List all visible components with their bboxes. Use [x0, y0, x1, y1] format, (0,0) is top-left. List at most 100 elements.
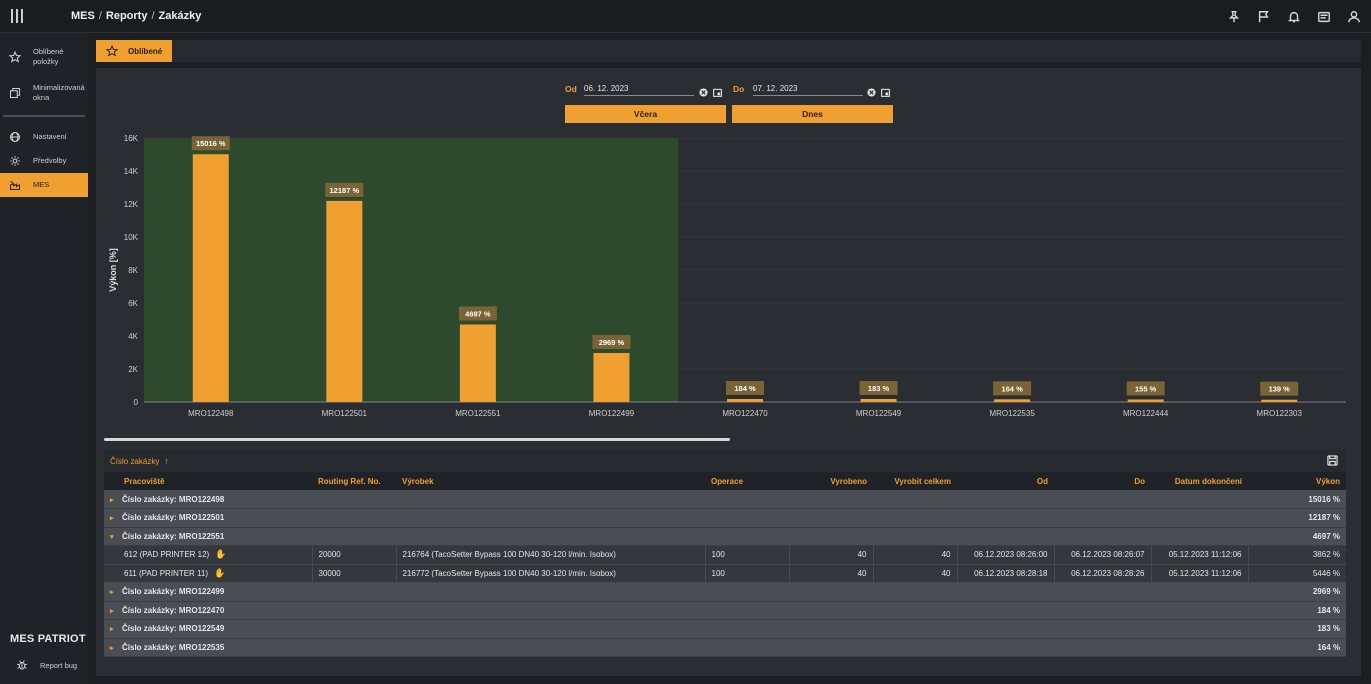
data-label-bg — [458, 306, 497, 321]
col-header-routing[interactable]: Routing Ref. No. — [312, 472, 396, 490]
pin-icon[interactable] — [1227, 10, 1241, 24]
gear-icon — [9, 155, 21, 167]
sidebar-item-label: Nastavení — [33, 132, 67, 141]
col-header-produced[interactable]: Vyrobeno — [789, 472, 873, 490]
table-row[interactable]: ▸ Číslo zakázky: MRO122535 164 % — [104, 638, 1346, 657]
expand-icon[interactable]: ▸ — [110, 607, 114, 615]
sidebar-item-favorites[interactable]: Oblíbené položky — [0, 39, 88, 75]
group-by-chip[interactable]: Číslo zakázky — [110, 456, 160, 466]
col-header-done[interactable]: Datum dokončení — [1151, 472, 1248, 490]
group-label: Číslo zakázky: MRO122498 — [122, 494, 225, 504]
table-row[interactable]: ▸ Číslo zakázky: MRO122498 15016 % — [104, 490, 1346, 509]
cell-from: 06.12.2023 08:28:18 — [957, 564, 1055, 583]
clear-icon[interactable] — [867, 84, 876, 97]
col-header-workplace[interactable]: Pracoviště — [104, 472, 312, 490]
hand-icon[interactable]: ✋ — [215, 549, 227, 560]
user-icon[interactable] — [1347, 10, 1361, 24]
sidebar-item-minimized[interactable]: Minimalizovaná okna — [0, 75, 88, 111]
group-label: Číslo zakázky: MRO122501 — [122, 513, 225, 523]
today-button[interactable]: Dnes — [732, 105, 893, 123]
tab-favorites[interactable]: Oblíbené — [96, 40, 172, 62]
y-tick-label: 16K — [124, 134, 139, 143]
sidebar-item-presets[interactable]: Předvolby — [0, 149, 88, 173]
menu-toggle-icon[interactable] — [0, 0, 34, 33]
top-icons — [1227, 0, 1361, 33]
bar[interactable] — [727, 398, 763, 402]
bar[interactable] — [593, 353, 630, 402]
expand-icon[interactable]: ▸ — [110, 589, 114, 597]
bell-icon[interactable] — [1287, 10, 1301, 24]
col-header-total[interactable]: Vyrobit celkem — [873, 472, 957, 490]
clear-icon[interactable] — [699, 84, 708, 97]
expand-icon[interactable]: ▸ — [110, 515, 114, 523]
table-row[interactable]: ▸ Číslo zakázky: MRO122470 184 % — [104, 601, 1346, 620]
sidebar-item-label: Minimalizovaná — [33, 83, 85, 92]
calendar-icon[interactable] — [881, 84, 890, 97]
cell-performance: 3862 % — [1248, 545, 1346, 565]
y-tick-label: 12K — [124, 200, 139, 209]
hand-icon[interactable]: ✋ — [214, 567, 226, 578]
sidebar-item-label: MES — [33, 180, 50, 189]
breadcrumb-zakazky: Zakázky — [158, 10, 202, 22]
bar[interactable] — [326, 200, 363, 402]
data-label: 183 % — [868, 384, 890, 393]
cell-workplace: 612 (PAD PRINTER 12) — [124, 550, 210, 560]
bar[interactable] — [994, 399, 1031, 402]
report-bug-link[interactable]: Report bug — [16, 659, 77, 671]
sidebar-item-mes[interactable]: MES — [0, 173, 88, 197]
table-row[interactable]: ▸ Číslo zakázky: MRO122549 183 % — [104, 619, 1346, 639]
table-row[interactable]: ▸ Číslo zakázky: MRO122501 12187 % — [104, 508, 1346, 528]
table-row[interactable]: 611 (PAD PRINTER 11) ✋ 30000 216772 (Taco… — [104, 564, 1346, 583]
bar[interactable] — [459, 324, 496, 402]
col-header-to[interactable]: Do — [1054, 472, 1151, 490]
brand-name: MES PATRIOT — [10, 633, 86, 645]
data-label: 184 % — [734, 384, 756, 393]
report-content: Od 06. 12. 2023 Do 07. 12. 2023 Včera Dn… — [96, 68, 1361, 676]
cell-total: 40 — [873, 545, 958, 565]
cell-routing: 20000 — [312, 545, 397, 565]
expand-icon[interactable]: ▸ — [110, 626, 114, 634]
data-label: 4697 % — [465, 309, 491, 318]
chart-scrollbar[interactable] — [104, 438, 730, 441]
breadcrumb-reporty[interactable]: Reporty — [105, 10, 148, 22]
table-row[interactable]: ▸ Číslo zakázky: MRO122499 2969 % — [104, 582, 1346, 602]
sort-up-icon[interactable]: ↑ — [164, 456, 169, 466]
star-icon — [106, 45, 118, 57]
top-bar: MES / Reporty / Zakázky — [0, 0, 1371, 33]
y-tick-label: 8K — [128, 266, 138, 275]
cell-product: 216772 (TacoSetter Bypass 100 DN40 30-12… — [396, 564, 706, 583]
from-date-input[interactable]: 06. 12. 2023 — [584, 82, 694, 96]
expand-icon[interactable]: ▸ — [110, 496, 114, 504]
x-tick-label: MRO122499 — [589, 409, 635, 418]
bar[interactable] — [860, 398, 897, 402]
to-date-input[interactable]: 07. 12. 2023 — [753, 82, 863, 96]
col-header-performance[interactable]: Výkon — [1248, 472, 1346, 490]
bar[interactable] — [1261, 399, 1298, 402]
performance-chart: 0 2K 4K 6K 8K 10K 12K 14K 16K Výkon [%] 15016 % MRO… — [96, 126, 1361, 426]
save-icon[interactable] — [1327, 455, 1338, 466]
bar[interactable] — [192, 154, 229, 402]
data-label-bg — [726, 380, 764, 395]
flag-icon[interactable] — [1257, 10, 1271, 24]
table-row[interactable]: 612 (PAD PRINTER 12) ✋ 20000 216764 (Taco… — [104, 545, 1346, 565]
globe-icon — [9, 131, 21, 143]
data-label-bg — [1260, 381, 1299, 396]
message-icon[interactable] — [1317, 10, 1331, 24]
factory-icon — [9, 179, 21, 191]
col-header-from[interactable]: Od — [957, 472, 1054, 490]
y-axis-label: Výkon [%] — [108, 248, 118, 292]
collapse-icon[interactable]: ▾ — [110, 533, 114, 541]
calendar-icon[interactable] — [713, 84, 722, 97]
yesterday-button[interactable]: Včera — [565, 105, 726, 123]
breadcrumb-separator: / — [151, 10, 155, 22]
bar[interactable] — [1127, 399, 1164, 402]
cell-produced: 40 — [789, 545, 874, 565]
sidebar-item-settings[interactable]: Nastavení — [0, 125, 88, 149]
cell-total: 40 — [873, 564, 958, 583]
table-row[interactable]: ▾ Číslo zakázky: MRO122551 4697 % — [104, 527, 1346, 546]
col-header-operation[interactable]: Operace — [705, 472, 789, 490]
col-header-product[interactable]: Výrobek — [396, 472, 705, 490]
breadcrumb-mes[interactable]: MES — [71, 10, 95, 22]
expand-icon[interactable]: ▸ — [110, 644, 114, 652]
cell-operation: 100 — [705, 545, 790, 565]
